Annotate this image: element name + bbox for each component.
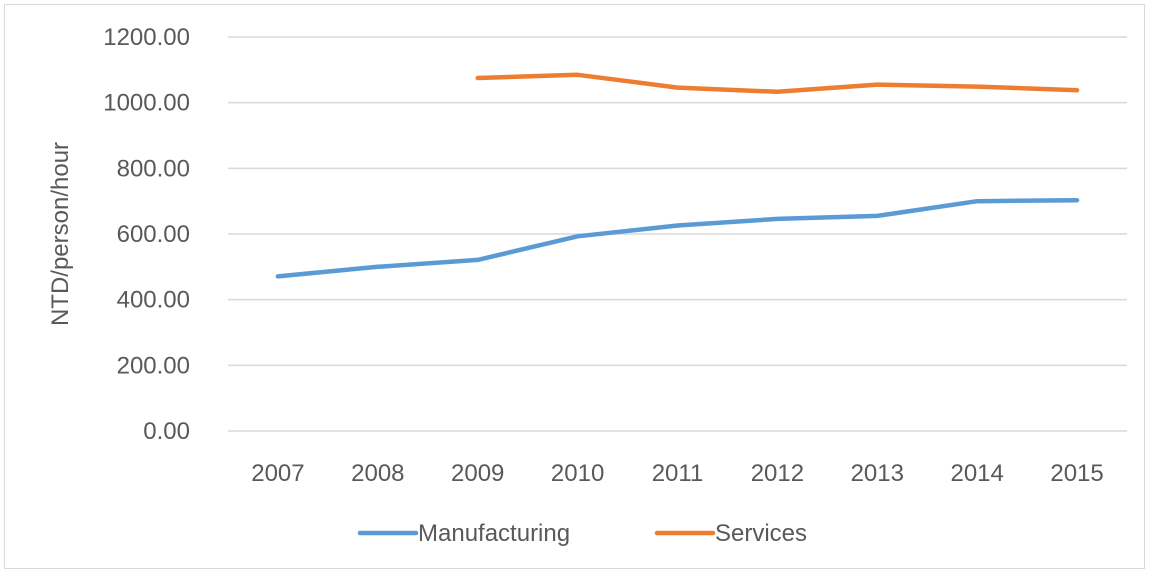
gridlines xyxy=(228,36,1127,432)
x-axis-ticks: 2007 2008 2009 2010 2011 2012 2013 2014 2015 xyxy=(251,460,1104,487)
y-tick-label: 400.00 xyxy=(117,287,190,314)
x-tick-label: 2014 xyxy=(950,460,1003,487)
x-tick-label: 2007 xyxy=(251,460,304,487)
y-axis-ticks: 0.00 200.00 400.00 600.00 800.00 1000.00 1200.… xyxy=(103,24,190,445)
x-tick-label: 2015 xyxy=(1050,460,1103,487)
legend-label: Services xyxy=(715,520,807,547)
x-tick-label: 2009 xyxy=(451,460,504,487)
series-lines xyxy=(275,72,1080,279)
y-tick-label: 0.00 xyxy=(143,418,190,445)
y-axis-title: NTD/person/hour xyxy=(47,142,74,326)
y-tick-label: 1200.00 xyxy=(103,24,190,51)
y-tick-label: 200.00 xyxy=(117,352,190,379)
y-tick-label: 600.00 xyxy=(117,221,190,248)
series-line xyxy=(275,197,1080,279)
x-tick-label: 2011 xyxy=(652,460,704,487)
x-tick-label: 2008 xyxy=(351,460,404,487)
legend-label: Manufacturing xyxy=(418,520,570,547)
x-tick-label: 2013 xyxy=(851,460,904,487)
chart-frame xyxy=(4,4,1145,569)
x-tick-label: 2012 xyxy=(751,460,804,487)
legend-item: Services xyxy=(654,520,807,547)
y-tick-label: 1000.00 xyxy=(103,90,190,117)
legend-item: Manufacturing xyxy=(357,520,570,547)
series-line xyxy=(475,72,1080,95)
legend: Manufacturing Services xyxy=(357,520,807,547)
y-tick-label: 800.00 xyxy=(117,155,190,182)
x-tick-label: 2010 xyxy=(551,460,604,487)
